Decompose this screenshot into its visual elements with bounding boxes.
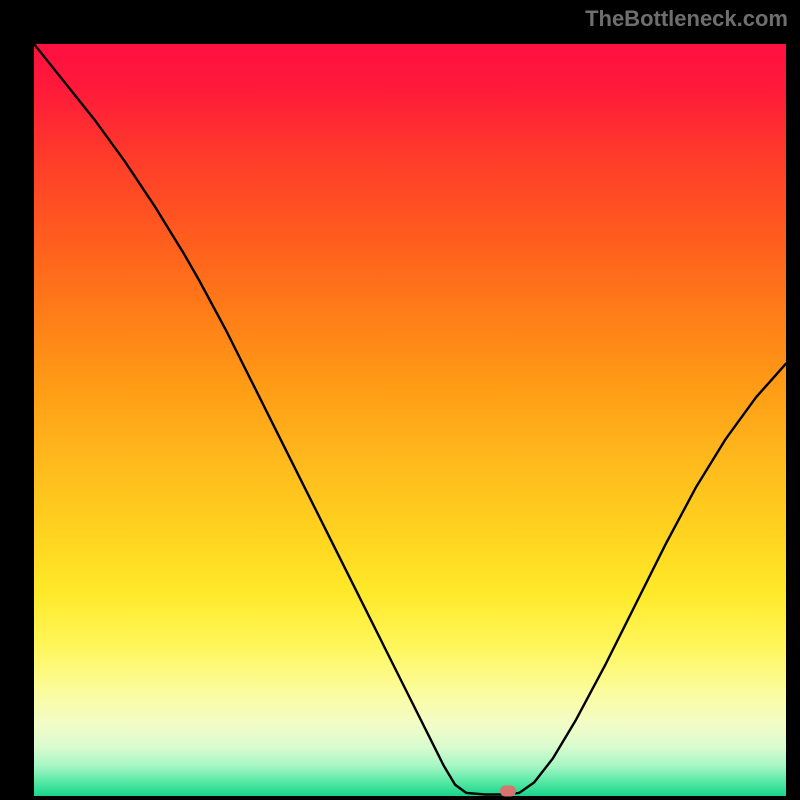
optimal-point-marker: [500, 786, 516, 797]
watermark-text: TheBottleneck.com: [585, 6, 788, 32]
bottleneck-curve: [34, 44, 786, 796]
chart-frame: [30, 40, 790, 800]
curve-path: [34, 44, 786, 795]
